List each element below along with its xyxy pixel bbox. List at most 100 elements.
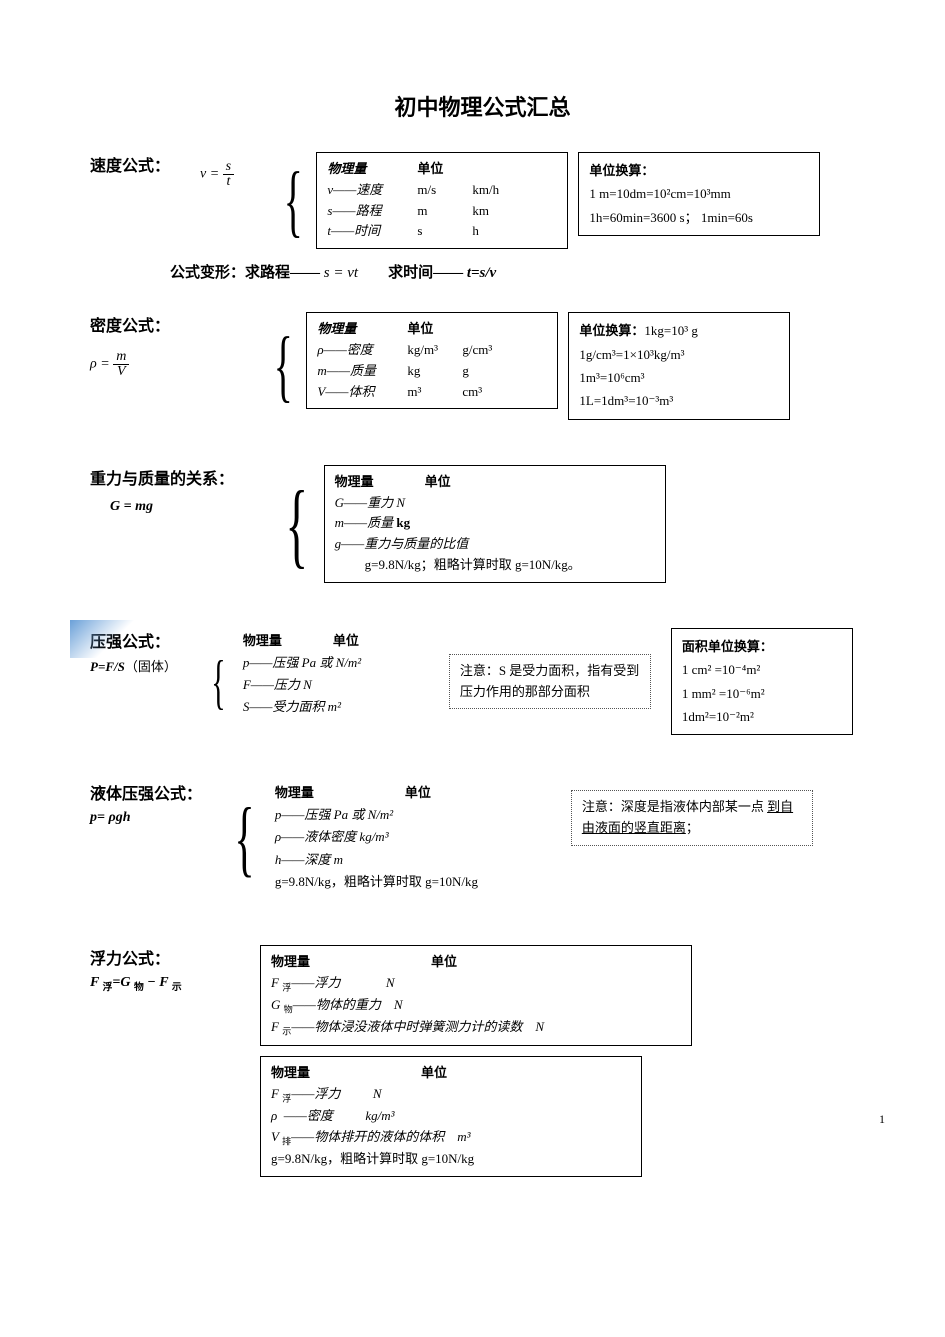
td: F 浮——浮力 N: [271, 1084, 631, 1106]
conv-line: 1g/cm³=1×10³kg/m³: [579, 343, 779, 366]
th: 物理量: [335, 472, 425, 493]
page: 初中物理公式汇总 速度公式： v = s t { 物理量单位 v——速度m/sk…: [0, 0, 945, 1247]
derive-formula: t=s/v: [467, 265, 496, 281]
td: km/h: [472, 180, 527, 201]
speed-label: 速度公式：: [90, 158, 170, 175]
conv-line: 1 cm² =10⁻⁴m²: [682, 658, 842, 681]
td: p——压强 Pa 或 N/m²: [243, 652, 433, 674]
pressure-note: 注意：S 是受力面积，指有受到压力作用的那部分面积: [449, 654, 651, 710]
speed-table: 物理量单位 v——速度m/skm/h s——路程mkm t——时间sh: [316, 152, 568, 249]
decorative-gradient: [70, 620, 140, 658]
note-text: 注意：深度是指液体内部某一点: [582, 799, 764, 814]
conv-line: 1m³=10⁶cm³: [579, 366, 779, 389]
td: S——受力面积 m²: [243, 696, 433, 718]
density-label: 密度公式：: [90, 312, 260, 336]
note-text: ；: [686, 820, 699, 835]
density-num: m: [113, 350, 129, 365]
td: cm³: [462, 382, 517, 403]
th: 物理量: [271, 1063, 421, 1084]
conv-title: 单位换算：: [589, 159, 809, 182]
th: 单位: [417, 159, 472, 180]
density-table: 物理量单位 ρ——密度kg/m³g/cm³ m——质量kgg V——体积m³cm…: [306, 312, 558, 409]
speed-num: s: [223, 160, 234, 175]
td: g=9.8N/kg，粗略计算时取 g=10N/kg: [271, 1149, 631, 1170]
liquidp-note: 注意：深度是指液体内部某一点 到自由液面的竖直距离；: [571, 790, 813, 846]
derive-label: 求时间——: [388, 265, 463, 281]
td: m——质量: [335, 515, 397, 530]
td: t——时间: [327, 221, 417, 242]
conv-line: 1h=60min=3600 s； 1min=60s: [589, 206, 809, 229]
section-gravity: 重力与质量的关系： G = mg { 物理量单位 G——重力 N m——质量 k…: [90, 465, 875, 583]
td: km: [472, 201, 527, 222]
td: s: [417, 221, 472, 242]
td: g=9.8N/kg，粗略计算时取 g=10N/kg: [275, 871, 555, 893]
speed-fraction: s t: [223, 160, 234, 189]
th: 单位: [407, 319, 462, 340]
th: 单位: [421, 1065, 447, 1080]
brace-icon: {: [234, 804, 254, 872]
buoy-formula: F 浮=G 物 − F 示: [90, 975, 250, 993]
td: G 物——物体的重力 N: [271, 995, 681, 1017]
density-den: V: [113, 365, 129, 379]
td: g——重力与质量的比值: [335, 534, 655, 555]
td: s——路程: [327, 201, 417, 222]
td: ρ——液体密度 kg/m³: [275, 826, 555, 848]
section-buoyancy: 浮力公式： F 浮=G 物 − F 示 物理量单位 F 浮——浮力 N G 物—…: [90, 945, 875, 1177]
gravity-formula: G = mg: [90, 499, 270, 515]
section-liquid-pressure: 液体压强公式： p= ρgh { 物理量单位 p——压强 Pa 或 N/m² ρ…: [90, 780, 875, 894]
conv-line: 1 m=10dm=10²cm=10³mm: [589, 182, 809, 205]
td: kg/m³: [407, 340, 462, 361]
td: g: [462, 361, 517, 382]
section-pressure: 压强公式： P=F/S（固体） { 物理量单位 p——压强 Pa 或 N/m² …: [90, 628, 875, 736]
section-density: 密度公式： ρ = m V { 物理量单位 ρ——密度kg/m³g/cm³ m—…: [90, 312, 875, 420]
th: 单位: [425, 474, 451, 489]
td: g/cm³: [462, 340, 517, 361]
brace-icon: {: [274, 334, 293, 398]
derive-label: 公式变形：求路程——: [170, 265, 320, 281]
buoy-label: 浮力公式：: [90, 945, 250, 969]
buoy-table-1: 物理量单位 F 浮——浮力 N G 物——物体的重力 N F 示——物体浸没液体…: [260, 945, 692, 1046]
td: m: [417, 201, 472, 222]
derive-formula: s = vt: [324, 265, 358, 281]
gravity-label: 重力与质量的关系：: [90, 465, 270, 489]
td: V 排——物体排开的液体的体积 m³: [271, 1127, 631, 1149]
density-fraction: m V: [113, 350, 129, 379]
conv-title: 单位换算：: [579, 323, 644, 338]
density-var: ρ: [90, 357, 97, 372]
td: F 示——物体浸没液体中时弹簧测力计的读数 N: [271, 1017, 681, 1039]
pressure-conversion: 面积单位换算： 1 cm² =10⁻⁴m² 1 mm² =10⁻⁶m² 1dm²…: [671, 628, 853, 736]
td: h——深度 m: [275, 849, 555, 871]
conv-line: 1dm²=10⁻²m²: [682, 705, 842, 728]
th: 物理量: [327, 159, 417, 180]
td: G——重力 N: [335, 493, 655, 514]
td: V——体积: [317, 382, 407, 403]
th: 单位: [431, 954, 457, 969]
speed-den: t: [223, 175, 234, 189]
page-title: 初中物理公式汇总: [90, 90, 875, 122]
td: m——质量: [317, 361, 407, 382]
buoy-table-2: 物理量单位 F 浮——浮力 N ρ ——密度 kg/m³ V 排——物体排开的液…: [260, 1056, 642, 1177]
density-formula: ρ = m V: [90, 350, 260, 379]
speed-var: v: [200, 167, 206, 182]
td: kg: [396, 515, 410, 530]
td: ρ——密度: [317, 340, 407, 361]
th: 单位: [333, 633, 359, 648]
td: F 浮——浮力 N: [271, 973, 681, 995]
td: kg: [407, 361, 462, 382]
conv-line: 1kg=10³ g: [644, 323, 697, 338]
density-conversion: 单位换算：1kg=10³ g 1g/cm³=1×10³kg/m³ 1m³=10⁶…: [568, 312, 790, 420]
th: 物理量: [243, 630, 333, 652]
conv-title: 面积单位换算：: [682, 635, 842, 658]
speed-conversion: 单位换算： 1 m=10dm=10²cm=10³mm 1h=60min=3600…: [578, 152, 820, 236]
td: v——速度: [327, 180, 417, 201]
brace-icon: {: [284, 169, 303, 233]
liquidp-label: 液体压强公式：: [90, 780, 220, 804]
liquidp-formula: p= ρgh: [90, 810, 220, 826]
td: h: [472, 221, 527, 242]
td: ρ ——密度 kg/m³: [271, 1106, 631, 1127]
pressure-table: 物理量单位 p——压强 Pa 或 N/m² F——压力 N S——受力面积 m²: [237, 628, 439, 720]
speed-formula: v = s t: [200, 152, 270, 189]
th: 单位: [405, 785, 431, 800]
conv-line: 1 mm² =10⁻⁶m²: [682, 682, 842, 705]
td: F——压力 N: [243, 674, 433, 696]
